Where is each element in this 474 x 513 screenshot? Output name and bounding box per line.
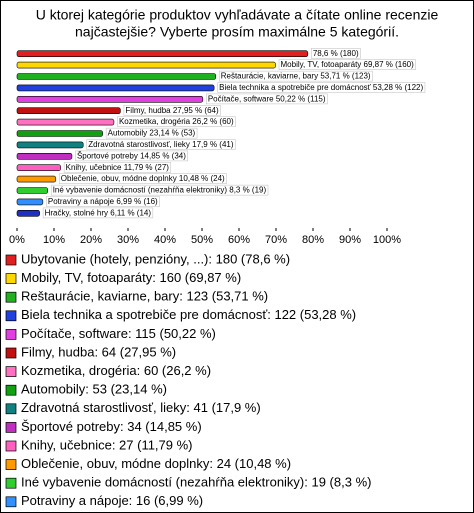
bar [16,153,73,160]
value-label-box [217,82,426,93]
value-label-box [117,116,236,127]
legend-swatch [5,273,17,284]
value-label-box [75,150,188,162]
x-tick-label: 0% [9,234,25,246]
x-tick-label: 60% [228,234,250,246]
bar [16,210,40,217]
value-label: Biela technika a spotrebiče pre domácnos… [219,83,423,92]
x-tick-label: 70% [265,234,287,246]
value-label-box [218,70,373,82]
legend-swatch [5,477,17,489]
bar [16,187,49,194]
bar [16,107,121,114]
legend-swatch [5,440,17,452]
value-label-box [123,105,221,116]
bar [16,73,217,80]
value-label: Športové potreby 14,85 % (34) [77,151,186,160]
value-label-box [42,207,154,219]
legend-label: Hračky, stolné hry: 14 (6,11 %) [21,512,198,513]
legend-label: Počítače, software: 115 (50,22 %) [21,326,216,341]
x-tick-label: 30% [117,234,139,246]
legend-swatch [5,291,17,303]
value-label: Zdravotná starostlivosť, lieky 17,9 % (4… [88,140,234,149]
value-label: 78,6 % (180) [313,49,359,58]
value-label: Filmy, hudba 27,95 % (64) [125,106,219,115]
value-label-box [311,48,361,59]
bar [16,61,276,69]
value-label: Kozmetika, drogéria 26,2 % (60) [119,117,234,126]
x-tick-label: 80% [302,234,324,246]
value-label-box [105,127,198,139]
value-label: Oblečenie, obuv, módne doplnky 10,48 % (… [61,174,225,183]
legend-label: Biela technika a spotrebiče pre domácnos… [21,307,356,322]
legend-swatch [5,366,17,377]
value-label: Hračky, stolné hry 6,11 % (14) [45,208,152,217]
value-label-box [63,162,172,173]
bar [16,175,57,183]
legend-label: Potraviny a nápoje: 16 (6,99 %) [21,493,203,508]
value-label: Reštaurácie, kaviarne, bary 53,71 % (123… [221,72,371,81]
value-label-box [278,59,416,70]
bar [16,96,204,103]
legend-swatch [5,422,17,433]
value-label-box [50,184,269,196]
value-label: Mobily, TV, fotoaparáty 69,87 % (160) [281,60,415,69]
legend-label: Reštaurácie, kaviarne, bary: 123 (53,71 … [21,289,268,304]
value-label: Počítače, software 50,22 % (115) [208,94,326,103]
legend-label: Kozmetika, drogéria: 60 (26,2 %) [21,363,211,378]
legend-swatch [5,496,17,508]
legend-swatch [5,459,17,470]
bar [16,50,309,58]
legend-label: Oblečenie, obuv, módne doplnky: 24 (10,4… [21,456,291,471]
legend-label: Športové potreby: 34 (14,85 %) [21,419,202,434]
x-tick-label: 20% [80,234,102,246]
value-label: Iné vybavenie domácností (nezahŕňa elekt… [53,186,267,195]
legend-swatch [5,310,17,322]
bar [16,141,84,149]
legend-label: Knihy, učebnice: 27 (11,79 %) [21,437,193,452]
legend-swatch [5,254,17,266]
value-label-box [86,139,236,150]
x-tick-label: 40% [154,234,176,246]
legend-label: Ubytovanie (hotely, penzióny, ...): 180 … [21,251,290,266]
x-tick-label: 100% [373,234,401,246]
legend-label: Iné vybavenie domácností (nezahŕňa elekt… [21,475,371,490]
legend-label: Mobily, TV, fotoaparáty: 160 (69,87 %) [21,270,241,285]
legend-label: Automobily: 53 (23,14 %) [21,382,167,397]
value-label: Automobily 23,14 % (53) [108,129,196,138]
legend-swatch [5,403,17,415]
chart-title: U ktorej kategórie produktov vyhľadávate… [36,7,439,23]
legend-swatch [5,384,17,396]
legend-swatch [5,347,17,359]
value-label-box [59,173,227,184]
bar [16,84,215,92]
value-label-box [206,93,328,105]
bar [16,118,115,126]
value-label: Knihy, učebnice 11,79 % (27) [66,163,170,172]
legend-label: Filmy, hudba: 64 (27,95 %) [21,344,176,359]
bar [16,164,61,171]
bar [16,198,44,206]
value-label: Potraviny a nápoje 6,99 % (16) [48,197,158,206]
chart-title: najčastejšie? Vyberte prosím maximálne 5… [75,24,399,40]
x-tick-label: 50% [191,234,213,246]
bar [16,130,103,137]
value-label-box [46,196,160,207]
legend-swatch [5,329,17,340]
legend-label: Zdravotná starostlivosť, lieky: 41 (17,9… [21,400,261,415]
x-tick-label: 10% [43,234,65,246]
x-tick-label: 90% [339,234,361,246]
